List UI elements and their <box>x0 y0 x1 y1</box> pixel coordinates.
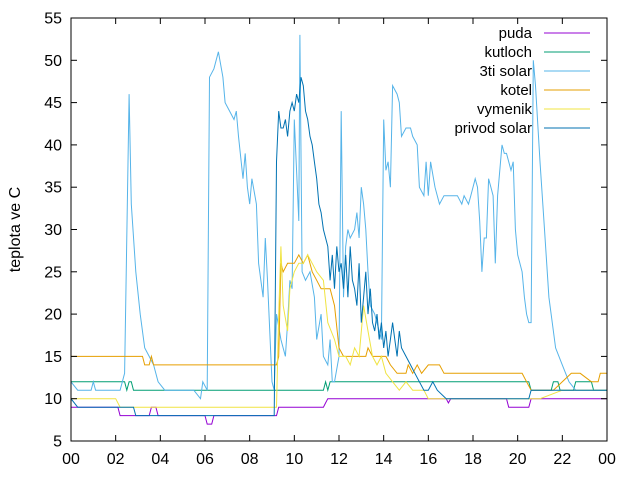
x-tick-label: 00 <box>598 451 616 468</box>
y-tick-label: 20 <box>44 307 62 324</box>
y-tick-label: 25 <box>44 264 62 281</box>
legend-label: privod solar <box>454 120 532 137</box>
x-tick-label: 08 <box>241 451 259 468</box>
series-line-3ti-solar <box>70 34 607 400</box>
x-tick-label: 22 <box>553 451 571 468</box>
series-layer <box>70 34 607 425</box>
y-tick-label: 35 <box>44 180 62 197</box>
series-line-puda <box>71 398 607 425</box>
series-line-vymenik <box>71 246 607 408</box>
series-line-kutloch <box>71 379 607 393</box>
x-tick-label: 06 <box>196 451 214 468</box>
y-tick-label: 50 <box>44 53 62 70</box>
legend: puda kutloch 3ti solar kotel vymenik privod s… <box>454 25 590 137</box>
y-tick-label: 10 <box>44 391 62 408</box>
x-tick-label: 00 <box>62 451 80 468</box>
x-tick-label: 02 <box>107 451 125 468</box>
legend-label: 3ti solar <box>479 63 532 80</box>
y-tick-label: 5 <box>53 434 62 451</box>
x-tick-label: 04 <box>151 451 169 468</box>
y-tick-label: 40 <box>44 137 62 154</box>
axes-layer: 5 10 15 20 25 30 35 40 45 50 55 00 02 04 06 08 10 12 14 16 1… <box>44 11 616 469</box>
y-axis-title: teplota ve C <box>7 187 24 272</box>
x-tick-label: 16 <box>419 451 437 468</box>
y-tick-label: 55 <box>44 11 62 28</box>
y-tick-label: 45 <box>44 95 62 112</box>
x-tick-label: 18 <box>464 451 482 468</box>
y-tick-label: 15 <box>44 349 62 366</box>
x-tick-label: 10 <box>285 451 303 468</box>
legend-label: vymenik <box>477 101 533 118</box>
x-tick-label: 14 <box>375 451 393 468</box>
legend-label: puda <box>499 25 533 42</box>
x-tick-label: 20 <box>509 451 527 468</box>
y-tick-label: 30 <box>44 222 62 239</box>
legend-label: kutloch <box>484 44 532 61</box>
x-tick-label: 12 <box>330 451 348 468</box>
series-line-privod-solar <box>70 77 607 417</box>
legend-label: kotel <box>500 82 532 99</box>
